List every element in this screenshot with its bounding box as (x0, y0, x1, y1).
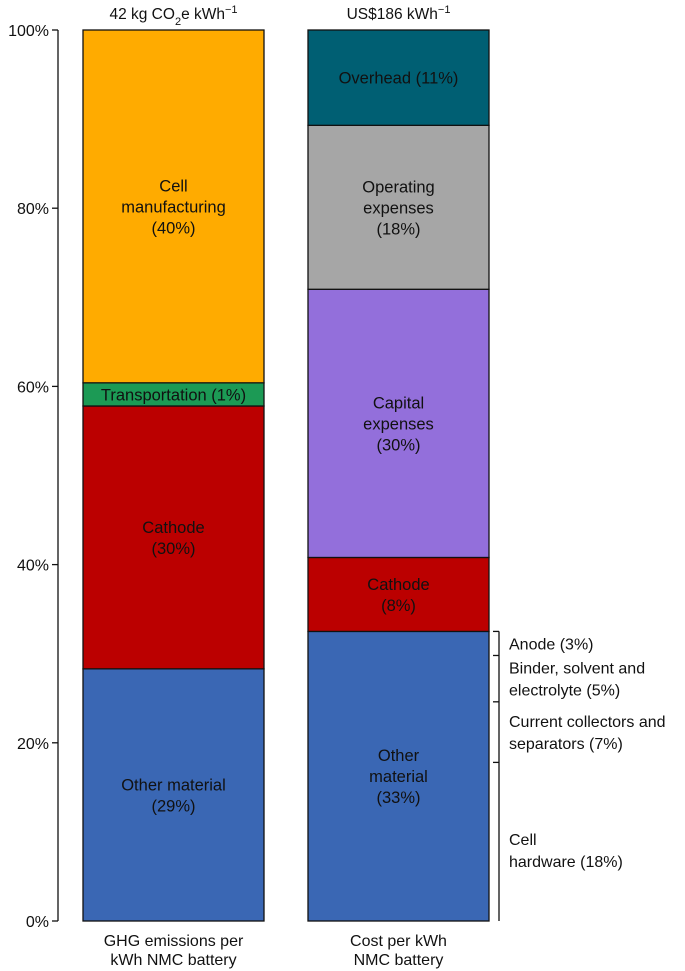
category-label: kWh NMC battery (110, 952, 236, 969)
segment-other-material (82, 668, 265, 922)
y-tick-label: 20% (17, 736, 49, 753)
bar-1: Other material (29%) Cathode (30%) Transport… (82, 4, 265, 969)
segment-label: expenses (363, 199, 434, 217)
segment-label: (40%) (151, 219, 195, 237)
segment-label: Cathode (367, 576, 429, 594)
category-label: Cost per kWh (350, 933, 447, 950)
category-label: NMC battery (354, 952, 444, 969)
bar-total-label: 42 kg CO2e kWh−1 (109, 4, 237, 28)
breakdown-label: hardware (18%) (509, 854, 623, 871)
segment-label: (18%) (376, 220, 420, 238)
segment-label: Cell (159, 177, 187, 195)
breakdown-label: Current collectors and (509, 714, 666, 731)
segment-label: manufacturing (121, 198, 226, 216)
segment-overhead-11 (307, 29, 490, 126)
segment-label: (30%) (376, 436, 420, 454)
y-tick-label: 80% (17, 201, 49, 218)
breakdown-label: separators (7%) (509, 736, 623, 753)
bar-total-label: US$186 kWh−1 (347, 4, 451, 23)
segment-label: (33%) (376, 789, 420, 807)
breakdown-label: Anode (3%) (509, 636, 594, 653)
breakdown-label: Cell (509, 832, 537, 849)
segment-other (307, 630, 490, 922)
cost-breakdown: Anode (3%) Binder, solvent and electrolyte… (493, 630, 666, 921)
bar-2: Other material (33%) Cathode (8%) Capital expe… (307, 4, 490, 969)
segment-cell (82, 29, 265, 384)
breakdown-label: Binder, solvent and (509, 661, 645, 678)
segment-label: Overhead (11%) (339, 70, 459, 88)
segment-label: Other material (121, 776, 226, 794)
y-tick-label: 0% (26, 914, 49, 931)
segment-label: expenses (363, 415, 434, 433)
y-tick-label: 40% (17, 558, 49, 575)
segment-label: (8%) (381, 597, 416, 615)
category-label: GHG emissions per (104, 933, 244, 950)
y-tick-label: 60% (17, 379, 49, 396)
segment-label: Cathode (142, 519, 204, 537)
segment-label: material (369, 768, 428, 786)
segment-label: Other (378, 747, 420, 765)
segment-label: Capital (373, 394, 424, 412)
breakdown-label: electrolyte (5%) (509, 683, 620, 700)
segment-capital (307, 288, 490, 559)
bars: Other material (29%) Cathode (30%) Transport… (82, 4, 490, 969)
segment-label: (30%) (151, 540, 195, 558)
y-axis: 0% 20% 40% 60% 80% 100% (8, 23, 59, 931)
segment-cathode (307, 556, 490, 633)
segment-operating (307, 124, 490, 290)
segment-cathode (82, 405, 265, 670)
segment-label: (29%) (151, 797, 195, 815)
segment-label: Transportation (1%) (101, 386, 246, 404)
segment-label: Operating (362, 178, 434, 196)
y-tick-label: 100% (8, 23, 49, 40)
